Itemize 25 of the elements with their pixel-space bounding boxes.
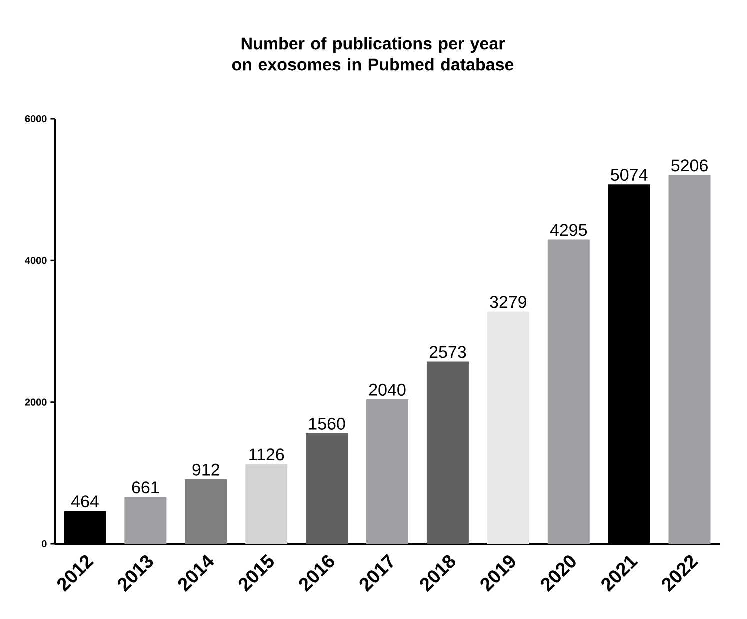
- data-label: 3279: [490, 296, 527, 308]
- data-label: 2040: [369, 384, 406, 396]
- bar: [185, 479, 228, 544]
- data-label: 912: [192, 464, 220, 476]
- data-label: 2573: [430, 346, 466, 358]
- data-label: 5206: [672, 160, 708, 172]
- bar: [306, 434, 348, 544]
- data-label: 1560: [309, 418, 346, 430]
- data-label: 5074: [611, 169, 648, 182]
- bar: [366, 400, 408, 544]
- y-tick-label: 4000: [25, 257, 47, 264]
- data-label: 464: [71, 496, 99, 508]
- data-label: 1126: [250, 448, 284, 461]
- data-label: 4295: [550, 224, 588, 236]
- data-label: 661: [132, 482, 160, 494]
- bar: [124, 497, 167, 544]
- bar: [487, 312, 530, 544]
- bar: [668, 175, 711, 544]
- y-tick-label: 0: [42, 540, 47, 548]
- chart-title: Number of publications per year on exosomes in Pubmed database: [232, 37, 514, 71]
- y-tick-label: 6000: [25, 115, 47, 123]
- y-tick-label: 2000: [25, 398, 47, 406]
- bar: [246, 464, 288, 544]
- bar: [426, 362, 469, 544]
- bar: [548, 240, 590, 544]
